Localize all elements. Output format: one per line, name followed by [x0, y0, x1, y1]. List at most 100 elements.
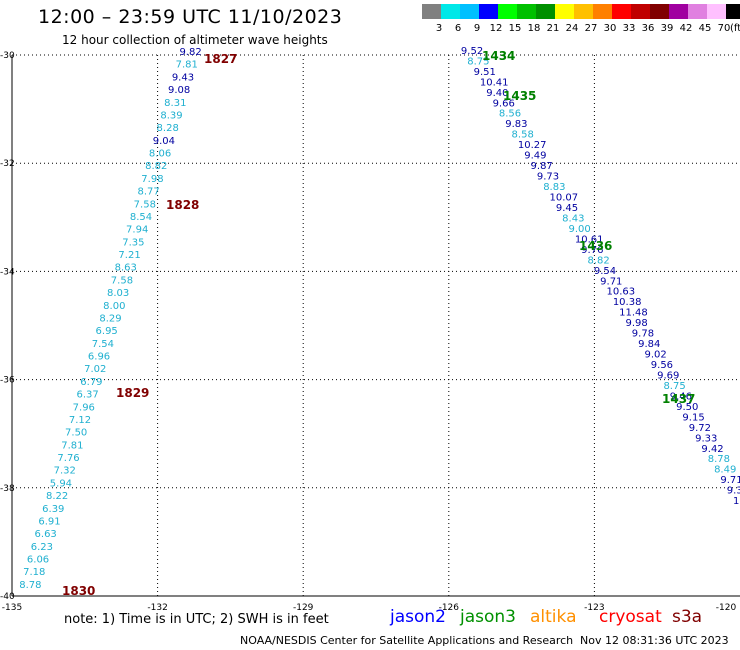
longitude-tick-label: -123: [584, 603, 604, 610]
wave-height-value: 8.63: [115, 263, 137, 274]
pass-time-label: 1436: [579, 239, 612, 253]
legend-label: 30: [604, 23, 617, 34]
wave-height-value: 9.46: [670, 391, 692, 402]
map-title: 12:00 – 23:59 UTC 11/10/2023: [38, 6, 343, 28]
wave-height-value: 9.50: [676, 402, 698, 413]
legend-swatch: [517, 4, 536, 19]
wave-height-value: 8.00: [103, 301, 125, 312]
satellite-jason3-label: jason3: [460, 607, 516, 627]
wave-height-value: 9.87: [531, 161, 553, 172]
legend-label: 39: [661, 23, 674, 34]
legend-label: 27: [585, 23, 598, 34]
wave-height-value: 5.94: [50, 478, 72, 489]
wave-height-value: 9.72: [689, 423, 711, 434]
legend-label: 70: [718, 23, 731, 34]
latitude-tick-label: -34: [0, 267, 15, 277]
wave-height-value: 8.03: [107, 288, 129, 299]
legend-swatch: [498, 4, 517, 19]
legend-swatch: [574, 4, 593, 19]
latitude-tick-label: -32: [0, 159, 15, 169]
wave-height-value: 7.81: [176, 60, 198, 71]
latitude-tick-label: -40: [0, 592, 15, 602]
wave-height-value: 7.21: [118, 250, 140, 261]
wave-height-value: 8.77: [137, 187, 159, 198]
wave-height-value: 6.06: [27, 555, 49, 566]
wave-height-value: 7.12: [69, 415, 91, 426]
wave-height-value: 7.81: [61, 440, 83, 451]
legend-label: (ft): [730, 23, 740, 34]
wave-height-value: 7.54: [92, 339, 114, 350]
legend-swatch: [536, 4, 555, 19]
wave-height-value: 8.06: [149, 149, 171, 160]
wave-height-value: 9.84: [638, 339, 660, 350]
wave-height-value: 7.96: [73, 402, 95, 413]
wave-height-value: 7.32: [54, 466, 76, 477]
wave-height-value: 7.18: [23, 567, 45, 578]
wave-height-value: 10.63: [606, 287, 635, 298]
wave-height-value: 9.49: [524, 151, 546, 162]
wave-height-value: 7.76: [57, 453, 79, 464]
wave-height-value: 8.75: [467, 56, 489, 67]
satellite-cryosat-label: cryosat: [599, 607, 662, 627]
wave-height-value: 10.39: [733, 496, 740, 507]
wave-height-value: 8.75: [663, 381, 685, 392]
wave-height-value: 8.58: [512, 130, 534, 141]
pass-time-label: 1829: [116, 386, 149, 400]
legend-swatch: [631, 4, 650, 19]
wave-height-value: 8.29: [99, 313, 121, 324]
legend-swatch: [707, 4, 726, 19]
wave-height-value: 8.39: [160, 110, 182, 121]
wave-height-value: 9.51: [474, 67, 496, 78]
altimeter-track-map: -30 -32 -34 -36 -38 -40-135 -132 -129 -126 -123 -1…: [0, 46, 740, 610]
wave-height-value: 8.49: [714, 465, 736, 476]
legend-label: 33: [623, 23, 636, 34]
wave-height-value: 9.40: [486, 88, 508, 99]
legend-swatch: [688, 4, 707, 19]
wave-height-value: 6.95: [96, 326, 118, 337]
latitude-tick-label: -30: [0, 51, 15, 61]
wave-height-value: 9.54: [594, 266, 616, 277]
wave-height-value: 8.56: [499, 109, 521, 120]
footer-credit: NOAA/NESDIS Center for Satellite Applica…: [240, 634, 574, 647]
legend-label: 18: [528, 23, 541, 34]
wave-height-value: 9.83: [505, 119, 527, 130]
legend-swatch: [612, 4, 631, 19]
wave-height-value: 9.08: [168, 85, 190, 96]
wave-height-value: 9.98: [625, 318, 647, 329]
longitude-tick-label: -135: [2, 603, 22, 610]
wave-height-value: 9.69: [657, 370, 679, 381]
wave-height-value: 9.66: [493, 98, 515, 109]
wave-height-value: 6.37: [76, 390, 98, 401]
longitude-tick-label: -126: [439, 603, 460, 610]
wave-height-value: 9.04: [153, 136, 175, 147]
legend-swatch: [669, 4, 688, 19]
latitude-tick-label: -36: [0, 376, 15, 386]
legend-swatch: [650, 4, 669, 19]
wave-height-value: 9.73: [537, 172, 559, 183]
wave-height-value: 9.78: [632, 329, 654, 340]
pass-time-label: 1434: [482, 49, 515, 63]
wave-height-value: 7.58: [134, 199, 156, 210]
legend-swatch: [441, 4, 460, 19]
wave-height-value: 8.43: [562, 213, 584, 224]
satellite-s3a-label: s3a: [672, 607, 703, 627]
legend-label: 3: [436, 23, 442, 34]
wave-height-value: 9.52: [461, 46, 483, 57]
legend-label: 42: [680, 23, 693, 34]
wave-height-value: 7.35: [122, 237, 144, 248]
wave-height-value: 9.33: [695, 433, 717, 444]
wave-height-value: 8.78: [19, 580, 41, 591]
wave-height-value: 9.76: [581, 245, 603, 256]
legend-label: 36: [642, 23, 655, 34]
wave-height-value: 10.38: [613, 297, 642, 308]
wave-height-value: 8.82: [145, 161, 167, 172]
wave-height-value: 7.02: [84, 364, 106, 375]
wave-height-value: 6.96: [88, 352, 110, 363]
longitude-tick-label: -120: [716, 603, 737, 610]
satellite-altika-label: altika: [530, 607, 577, 627]
wave-height-value: 9.71: [720, 475, 740, 486]
legend-swatch: [422, 4, 441, 19]
wave-height-value: 6.23: [31, 542, 53, 553]
wave-height-value: 9.71: [600, 276, 622, 287]
